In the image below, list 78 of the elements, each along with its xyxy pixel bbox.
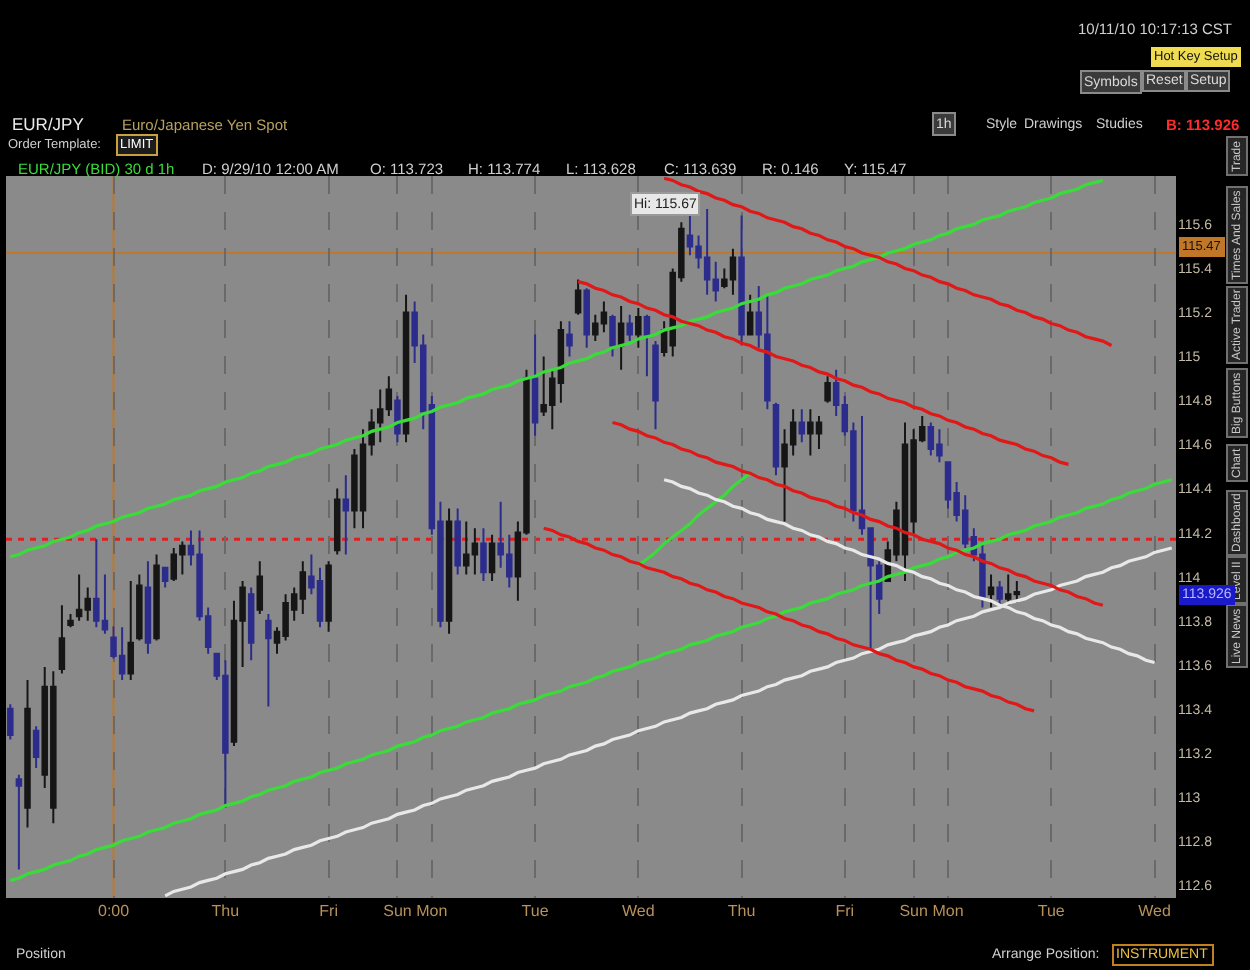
candlestick xyxy=(901,421,909,583)
candlestick xyxy=(936,428,943,464)
candlestick xyxy=(32,725,40,770)
candlestick xyxy=(179,540,186,576)
candlestick xyxy=(342,474,350,556)
x-tick-label: 0:00 xyxy=(97,902,131,920)
candlestick xyxy=(927,421,935,457)
candlestick xyxy=(583,287,590,349)
candlestick xyxy=(402,293,410,444)
candlestick xyxy=(67,613,74,629)
x-tick-label: Tue xyxy=(1037,902,1066,920)
candlestick xyxy=(24,679,31,829)
candlestick xyxy=(772,401,780,477)
candlestick xyxy=(222,659,229,809)
candlestick xyxy=(987,573,995,609)
candlestick xyxy=(600,300,608,334)
line-series xyxy=(576,280,1071,466)
candlestick xyxy=(746,293,754,336)
candlestick xyxy=(626,313,633,343)
candlestick xyxy=(531,333,539,437)
candlestick xyxy=(738,214,745,347)
candlestick xyxy=(153,553,160,642)
line-series xyxy=(8,478,1174,882)
candlestick xyxy=(265,613,272,708)
x-tick-label: Tue xyxy=(521,902,550,920)
candlestick xyxy=(566,320,573,358)
x-tick-label: Thu xyxy=(727,902,756,920)
x-tick-label: Mon xyxy=(932,902,964,920)
candlestick xyxy=(574,278,582,316)
candlestick xyxy=(471,527,479,576)
chart-title: EUR/JPY xyxy=(12,113,85,134)
candlestick xyxy=(643,313,651,378)
line-series xyxy=(636,471,752,568)
candlestick xyxy=(333,487,341,556)
candlestick xyxy=(1004,573,1012,607)
candlestick xyxy=(161,566,169,589)
x-tick-label: Sun xyxy=(899,902,928,920)
x-tick-label: Mon xyxy=(416,902,448,920)
candlestick xyxy=(247,586,255,662)
candlestick xyxy=(256,560,264,616)
candlestick xyxy=(394,395,401,444)
candlestick xyxy=(652,340,659,431)
candlestick xyxy=(488,533,496,583)
candlestick xyxy=(58,604,66,675)
candlestick xyxy=(703,208,711,296)
x-tick-label: Fri xyxy=(835,902,855,920)
candlestick xyxy=(445,507,453,635)
x-tick-label: Wed xyxy=(622,902,655,920)
x-tick-label: Thu xyxy=(211,902,240,920)
candlestick xyxy=(764,293,771,411)
candlestick xyxy=(93,538,100,629)
line-series xyxy=(8,178,1105,559)
candlestick xyxy=(136,573,143,642)
x-tick-label: Sun xyxy=(383,902,412,920)
candlestick xyxy=(75,573,83,622)
candlestick xyxy=(617,304,625,371)
candlestick xyxy=(15,773,23,871)
candlestick xyxy=(824,375,831,404)
candlestick xyxy=(299,560,307,616)
candlestick xyxy=(325,560,332,633)
candlestick xyxy=(807,408,814,457)
candlestick xyxy=(729,247,737,296)
candlestick xyxy=(609,313,616,358)
candlestick xyxy=(798,408,806,444)
candlestick xyxy=(144,560,152,655)
x-tick-label: Wed xyxy=(1138,902,1171,920)
x-tick-label: Fri xyxy=(319,902,339,920)
candlestick xyxy=(480,527,487,583)
candlestick xyxy=(996,580,1003,609)
candlestick xyxy=(118,626,126,682)
candlestick xyxy=(1013,580,1021,605)
candlestick xyxy=(170,547,178,583)
candlestick xyxy=(7,703,14,741)
candlestick xyxy=(127,580,134,682)
candlestick xyxy=(635,307,642,349)
candlestick xyxy=(454,507,461,576)
candlestick xyxy=(815,414,823,450)
candlestick xyxy=(463,520,470,576)
